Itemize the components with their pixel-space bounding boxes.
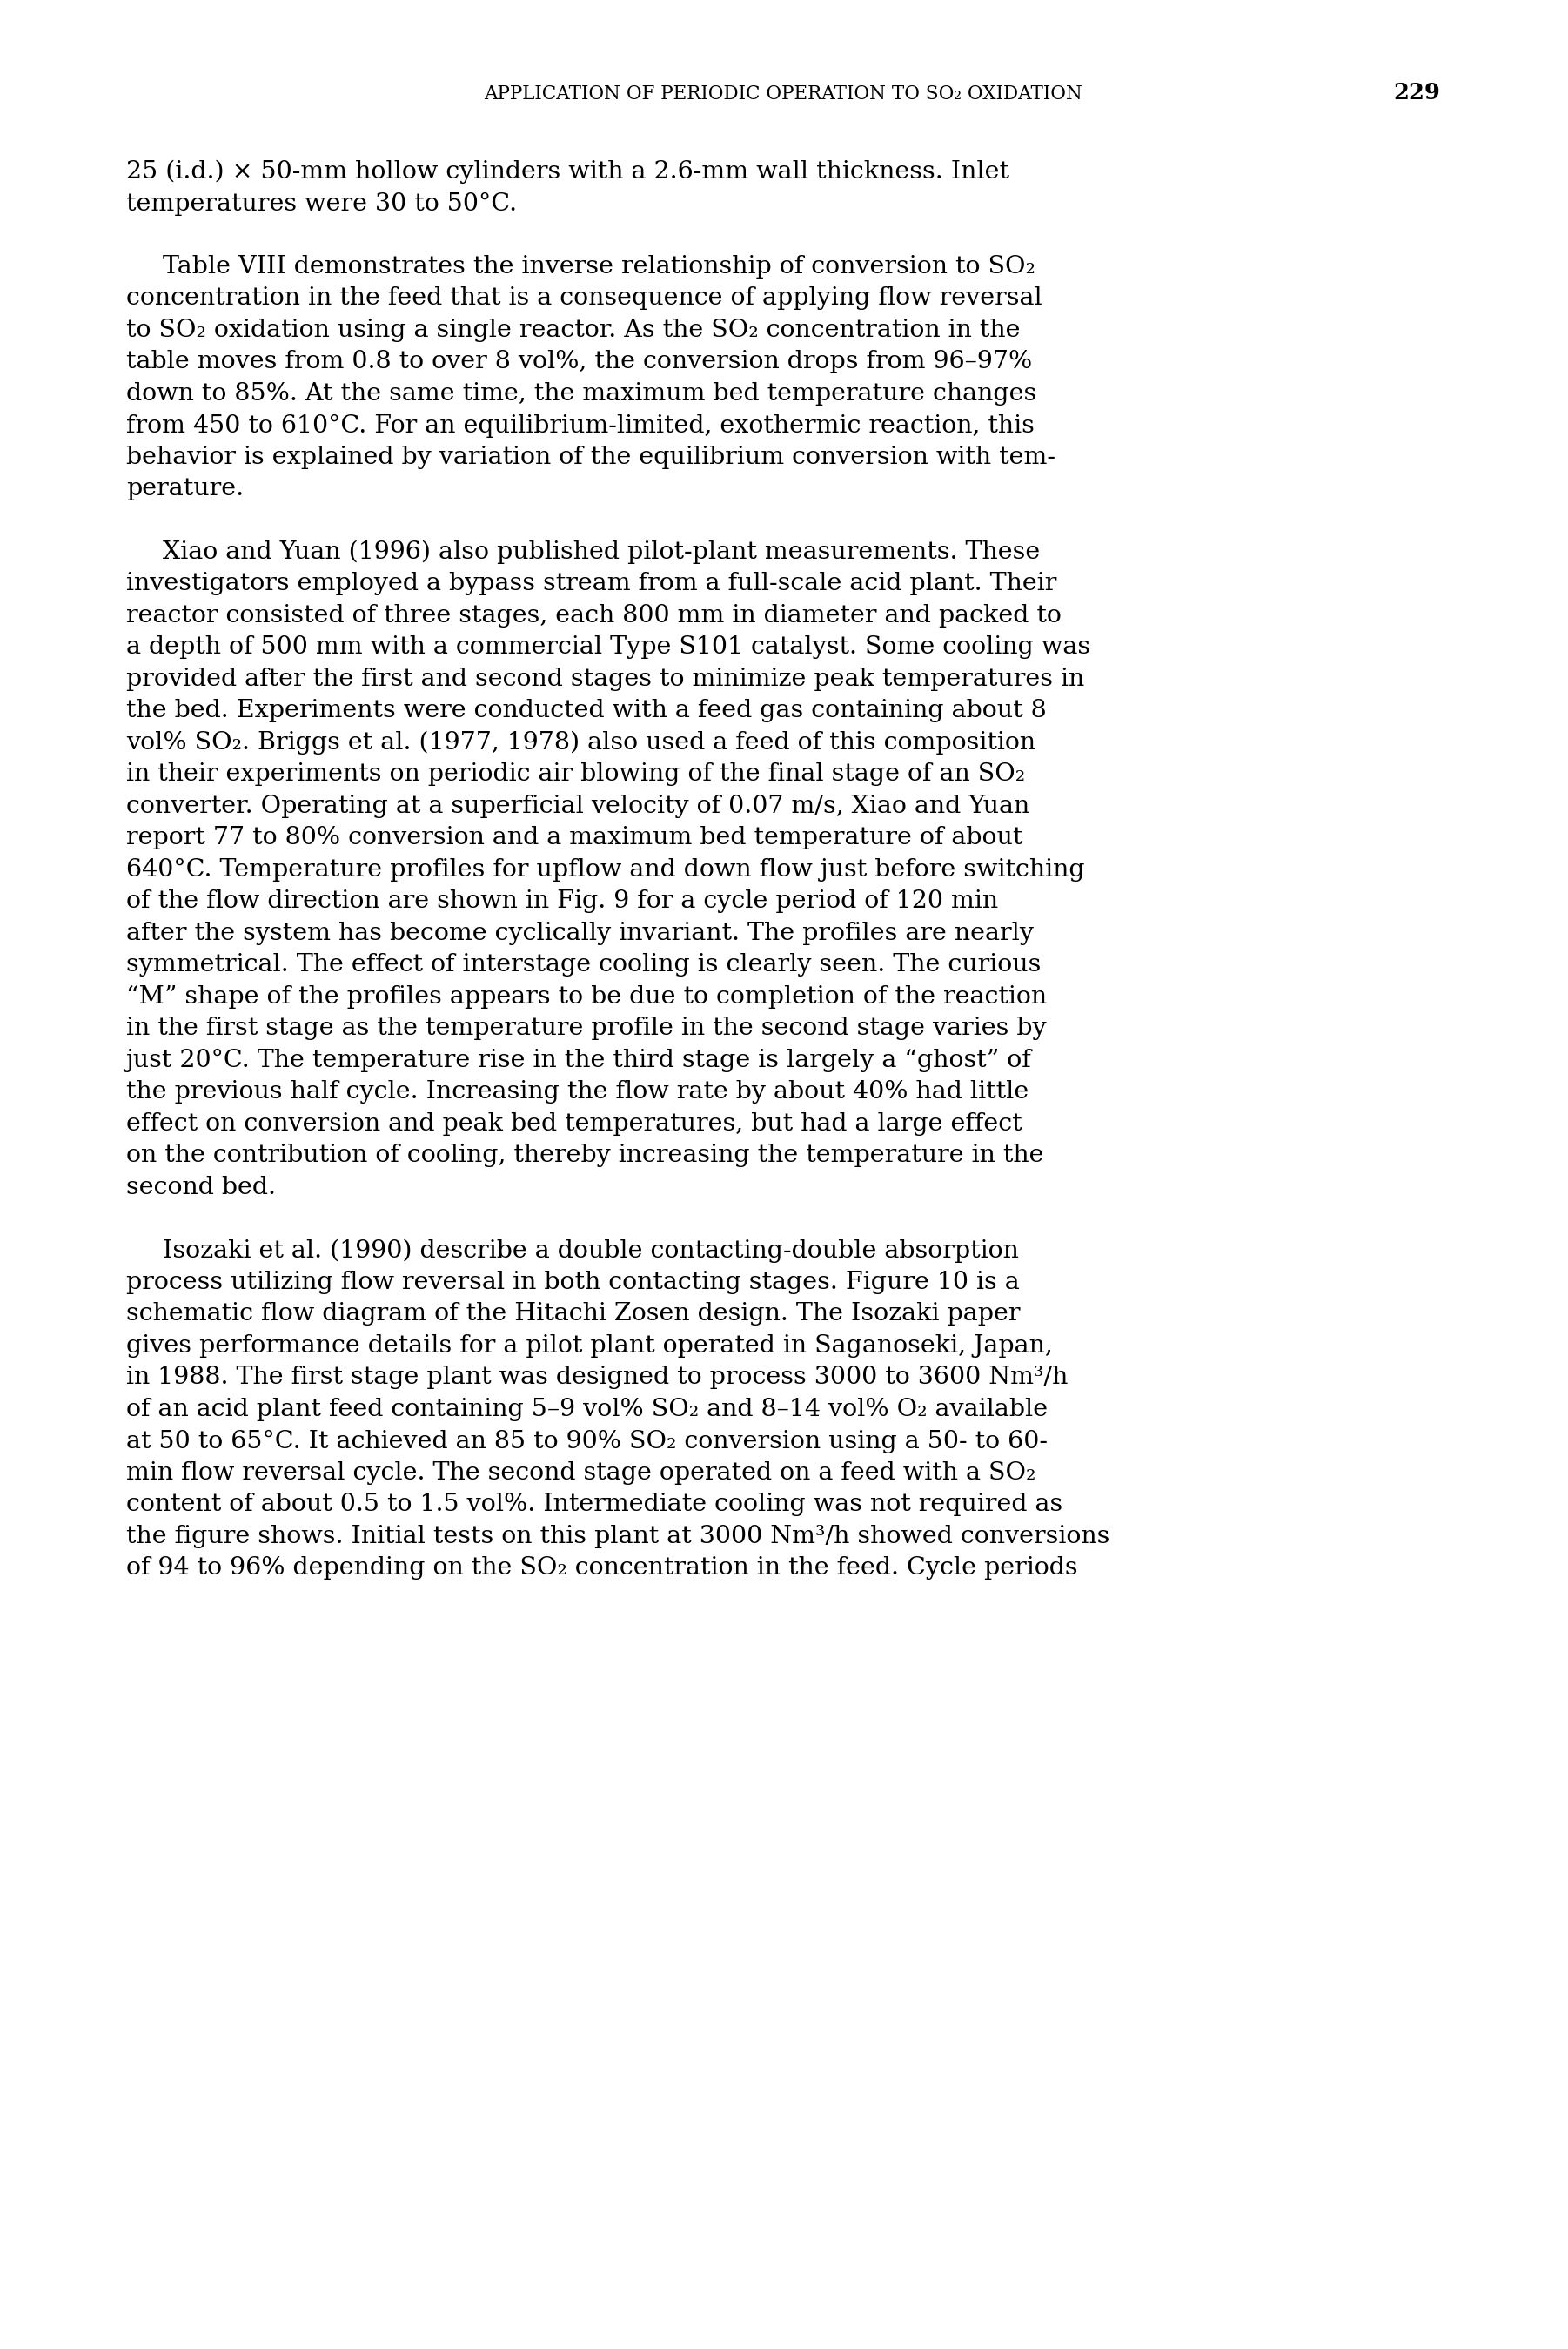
Text: converter. Operating at a superficial velocity of 0.07 m/s, Xiao and Yuan: converter. Operating at a superficial ve…	[125, 794, 1030, 817]
Text: provided after the first and second stages to minimize peak temperatures in: provided after the first and second stag…	[125, 667, 1085, 691]
Text: Xiao and Yuan (1996) also published pilot-plant measurements. These: Xiao and Yuan (1996) also published pilo…	[163, 540, 1040, 564]
Text: second bed.: second bed.	[125, 1177, 276, 1200]
Text: concentration in the feed that is a consequence of applying flow reversal: concentration in the feed that is a cons…	[125, 287, 1043, 310]
Text: the figure shows. Initial tests on this plant at 3000 Nm³/h showed conversions: the figure shows. Initial tests on this …	[125, 1525, 1110, 1548]
Text: down to 85%. At the same time, the maximum bed temperature changes: down to 85%. At the same time, the maxim…	[125, 383, 1036, 406]
Text: Table VIII demonstrates the inverse relationship of conversion to SO₂: Table VIII demonstrates the inverse rela…	[163, 256, 1035, 280]
Text: to SO₂ oxidation using a single reactor. As the SO₂ concentration in the: to SO₂ oxidation using a single reactor.…	[125, 319, 1021, 343]
Text: in 1988. The first stage plant was designed to process 3000 to 3600 Nm³/h: in 1988. The first stage plant was desig…	[125, 1367, 1068, 1391]
Text: investigators employed a bypass stream from a full-scale acid plant. Their: investigators employed a bypass stream f…	[125, 573, 1057, 597]
Text: in the first stage as the temperature profile in the second stage varies by: in the first stage as the temperature pr…	[125, 1017, 1046, 1041]
Text: “M” shape of the profiles appears to be due to completion of the reaction: “M” shape of the profiles appears to be …	[125, 984, 1047, 1008]
Text: Isozaki et al. (1990) describe a double contacting-double absorption: Isozaki et al. (1990) describe a double …	[163, 1238, 1019, 1264]
Text: the previous half cycle. Increasing the flow rate by about 40% had little: the previous half cycle. Increasing the …	[125, 1081, 1029, 1104]
Text: min flow reversal cycle. The second stage operated on a feed with a SO₂: min flow reversal cycle. The second stag…	[125, 1461, 1036, 1485]
Text: a depth of 500 mm with a commercial Type S101 catalyst. Some cooling was: a depth of 500 mm with a commercial Type…	[125, 637, 1090, 660]
Text: of 94 to 96% depending on the SO₂ concentration in the feed. Cycle periods: of 94 to 96% depending on the SO₂ concen…	[125, 1557, 1077, 1581]
Text: vol% SO₂. Briggs et al. (1977, 1978) also used a feed of this composition: vol% SO₂. Briggs et al. (1977, 1978) als…	[125, 731, 1035, 754]
Text: at 50 to 65°C. It achieved an 85 to 90% SO₂ conversion using a 50- to 60-: at 50 to 65°C. It achieved an 85 to 90% …	[125, 1431, 1047, 1454]
Text: temperatures were 30 to 50°C.: temperatures were 30 to 50°C.	[125, 193, 517, 216]
Text: reactor consisted of three stages, each 800 mm in diameter and packed to: reactor consisted of three stages, each …	[125, 604, 1062, 627]
Text: effect on conversion and peak bed temperatures, but had a large effect: effect on conversion and peak bed temper…	[125, 1113, 1022, 1137]
Text: content of about 0.5 to 1.5 vol%. Intermediate cooling was not required as: content of about 0.5 to 1.5 vol%. Interm…	[125, 1494, 1063, 1517]
Text: gives performance details for a pilot plant operated in Saganoseki, Japan,: gives performance details for a pilot pl…	[125, 1334, 1052, 1358]
Text: of the flow direction are shown in Fig. 9 for a cycle period of 120 min: of the flow direction are shown in Fig. …	[125, 890, 999, 914]
Text: schematic flow diagram of the Hitachi Zosen design. The Isozaki paper: schematic flow diagram of the Hitachi Zo…	[125, 1301, 1021, 1325]
Text: report 77 to 80% conversion and a maximum bed temperature of about: report 77 to 80% conversion and a maximu…	[125, 827, 1022, 850]
Text: 25 (i.d.) × 50-mm hollow cylinders with a 2.6-mm wall thickness. Inlet: 25 (i.d.) × 50-mm hollow cylinders with …	[125, 160, 1010, 183]
Text: behavior is explained by variation of the equilibrium conversion with tem-: behavior is explained by variation of th…	[125, 446, 1055, 470]
Text: 640°C. Temperature profiles for upflow and down flow just before switching: 640°C. Temperature profiles for upflow a…	[125, 857, 1085, 881]
Text: from 450 to 610°C. For an equilibrium-limited, exothermic reaction, this: from 450 to 610°C. For an equilibrium-li…	[125, 413, 1035, 437]
Text: symmetrical. The effect of interstage cooling is clearly seen. The curious: symmetrical. The effect of interstage co…	[125, 954, 1041, 977]
Text: 229: 229	[1394, 82, 1439, 103]
Text: process utilizing flow reversal in both contacting stages. Figure 10 is a: process utilizing flow reversal in both …	[125, 1271, 1019, 1294]
Text: on the contribution of cooling, thereby increasing the temperature in the: on the contribution of cooling, thereby …	[125, 1144, 1044, 1167]
Text: after the system has become cyclically invariant. The profiles are nearly: after the system has become cyclically i…	[125, 921, 1033, 944]
Text: table moves from 0.8 to over 8 vol%, the conversion drops from 96–97%: table moves from 0.8 to over 8 vol%, the…	[125, 350, 1032, 373]
Text: in their experiments on periodic air blowing of the final stage of an SO₂: in their experiments on periodic air blo…	[125, 763, 1025, 787]
Text: of an acid plant feed containing 5–9 vol% SO₂ and 8–14 vol% O₂ available: of an acid plant feed containing 5–9 vol…	[125, 1398, 1047, 1421]
Text: just 20°C. The temperature rise in the third stage is largely a “ghost” of: just 20°C. The temperature rise in the t…	[125, 1048, 1032, 1071]
Text: APPLICATION OF PERIODIC OPERATION TO SO₂ OXIDATION: APPLICATION OF PERIODIC OPERATION TO SO₂…	[485, 85, 1082, 103]
Text: perature.: perature.	[125, 477, 243, 500]
Text: the bed. Experiments were conducted with a feed gas containing about 8: the bed. Experiments were conducted with…	[125, 700, 1046, 723]
